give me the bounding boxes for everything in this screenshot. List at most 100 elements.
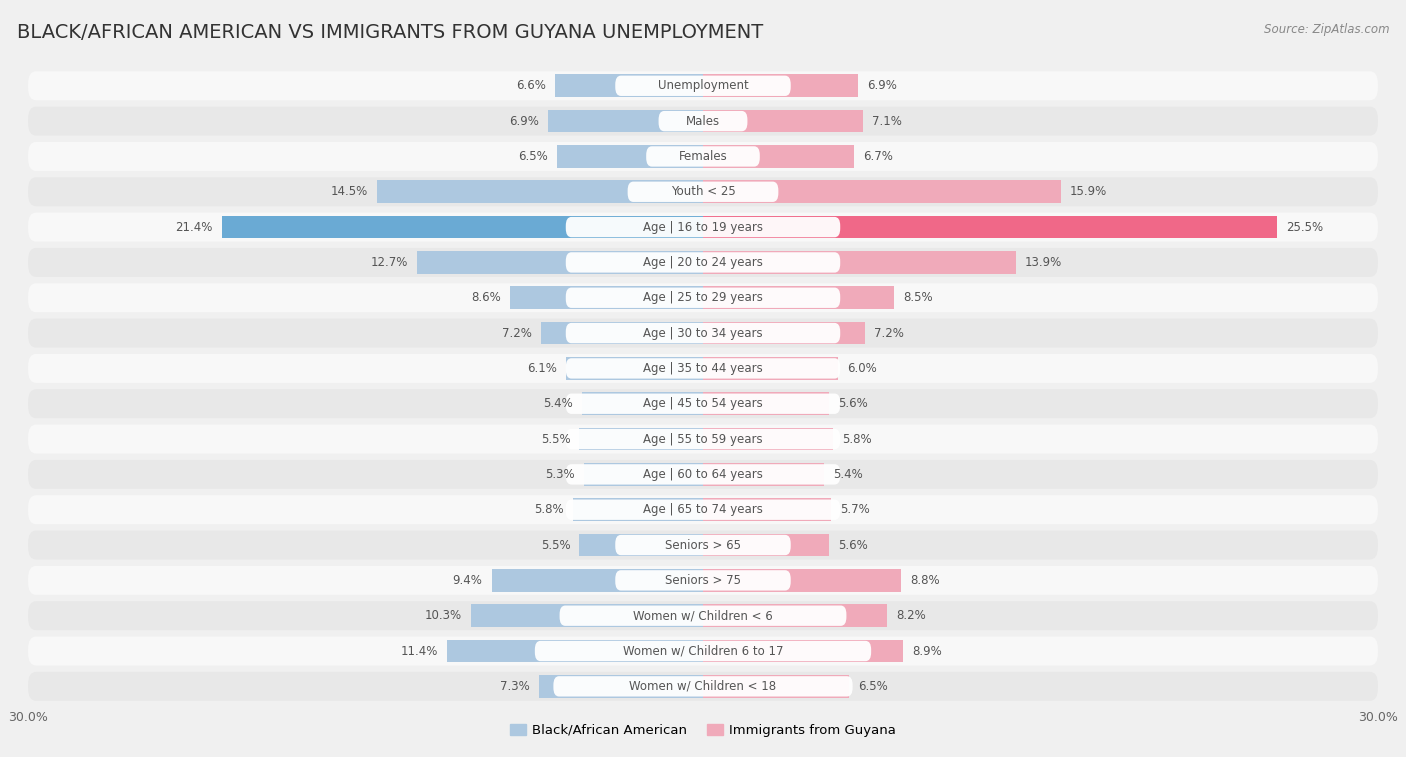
Bar: [703, 675, 849, 698]
Text: 11.4%: 11.4%: [401, 644, 437, 658]
Text: Age | 55 to 59 years: Age | 55 to 59 years: [643, 432, 763, 446]
Bar: [703, 640, 903, 662]
Text: Age | 20 to 24 years: Age | 20 to 24 years: [643, 256, 763, 269]
Text: 7.3%: 7.3%: [501, 680, 530, 693]
Text: Age | 65 to 74 years: Age | 65 to 74 years: [643, 503, 763, 516]
FancyBboxPatch shape: [28, 531, 1378, 559]
Text: 5.5%: 5.5%: [541, 538, 571, 552]
Text: Unemployment: Unemployment: [658, 79, 748, 92]
Bar: [548, 110, 703, 132]
FancyBboxPatch shape: [28, 107, 1378, 136]
FancyBboxPatch shape: [28, 71, 1378, 100]
Bar: [447, 640, 703, 662]
Text: Age | 30 to 34 years: Age | 30 to 34 years: [643, 326, 763, 340]
FancyBboxPatch shape: [565, 288, 841, 308]
FancyBboxPatch shape: [28, 142, 1378, 171]
Text: Age | 45 to 54 years: Age | 45 to 54 years: [643, 397, 763, 410]
Text: 9.4%: 9.4%: [453, 574, 482, 587]
FancyBboxPatch shape: [565, 252, 841, 273]
Text: 5.8%: 5.8%: [842, 432, 872, 446]
FancyBboxPatch shape: [565, 429, 841, 449]
Bar: [541, 322, 703, 344]
Text: 25.5%: 25.5%: [1285, 220, 1323, 234]
Text: Seniors > 65: Seniors > 65: [665, 538, 741, 552]
Text: 7.2%: 7.2%: [875, 326, 904, 340]
Bar: [377, 180, 703, 203]
FancyBboxPatch shape: [560, 606, 846, 626]
Text: 13.9%: 13.9%: [1025, 256, 1062, 269]
Text: BLACK/AFRICAN AMERICAN VS IMMIGRANTS FROM GUYANA UNEMPLOYMENT: BLACK/AFRICAN AMERICAN VS IMMIGRANTS FRO…: [17, 23, 763, 42]
FancyBboxPatch shape: [565, 394, 841, 414]
Text: 14.5%: 14.5%: [330, 185, 368, 198]
FancyBboxPatch shape: [554, 676, 852, 696]
Text: 5.4%: 5.4%: [543, 397, 572, 410]
Bar: [703, 180, 1060, 203]
Text: 6.9%: 6.9%: [868, 79, 897, 92]
FancyBboxPatch shape: [28, 319, 1378, 347]
Text: Males: Males: [686, 114, 720, 128]
FancyBboxPatch shape: [28, 601, 1378, 630]
Bar: [222, 216, 703, 238]
FancyBboxPatch shape: [28, 283, 1378, 312]
FancyBboxPatch shape: [28, 425, 1378, 453]
Text: Age | 16 to 19 years: Age | 16 to 19 years: [643, 220, 763, 234]
Bar: [703, 604, 887, 627]
FancyBboxPatch shape: [28, 495, 1378, 524]
Text: 5.8%: 5.8%: [534, 503, 564, 516]
Text: Youth < 25: Youth < 25: [671, 185, 735, 198]
Text: Women w/ Children < 18: Women w/ Children < 18: [630, 680, 776, 693]
Bar: [703, 357, 838, 380]
FancyBboxPatch shape: [565, 500, 841, 520]
Text: 6.9%: 6.9%: [509, 114, 538, 128]
FancyBboxPatch shape: [28, 354, 1378, 383]
FancyBboxPatch shape: [534, 641, 872, 661]
FancyBboxPatch shape: [627, 182, 779, 202]
Bar: [703, 463, 824, 486]
Text: Source: ZipAtlas.com: Source: ZipAtlas.com: [1264, 23, 1389, 36]
Bar: [703, 110, 863, 132]
Bar: [703, 322, 865, 344]
Text: 5.6%: 5.6%: [838, 397, 868, 410]
Bar: [703, 392, 830, 415]
Text: 5.3%: 5.3%: [546, 468, 575, 481]
Text: 8.2%: 8.2%: [897, 609, 927, 622]
Text: 6.0%: 6.0%: [846, 362, 877, 375]
Text: 7.2%: 7.2%: [502, 326, 531, 340]
Bar: [703, 534, 830, 556]
Text: 8.8%: 8.8%: [910, 574, 939, 587]
Text: 10.3%: 10.3%: [425, 609, 463, 622]
Text: 8.6%: 8.6%: [471, 291, 501, 304]
FancyBboxPatch shape: [616, 570, 790, 590]
FancyBboxPatch shape: [616, 535, 790, 555]
FancyBboxPatch shape: [616, 76, 790, 96]
Text: Women w/ Children < 6: Women w/ Children < 6: [633, 609, 773, 622]
Text: Age | 60 to 64 years: Age | 60 to 64 years: [643, 468, 763, 481]
Text: 6.5%: 6.5%: [517, 150, 548, 163]
Text: 5.4%: 5.4%: [834, 468, 863, 481]
Text: 7.1%: 7.1%: [872, 114, 901, 128]
Text: 6.7%: 6.7%: [863, 150, 893, 163]
Text: 5.6%: 5.6%: [838, 538, 868, 552]
FancyBboxPatch shape: [28, 177, 1378, 206]
Text: Age | 25 to 29 years: Age | 25 to 29 years: [643, 291, 763, 304]
Bar: [471, 604, 703, 627]
FancyBboxPatch shape: [28, 672, 1378, 701]
FancyBboxPatch shape: [28, 389, 1378, 418]
Text: Age | 35 to 44 years: Age | 35 to 44 years: [643, 362, 763, 375]
FancyBboxPatch shape: [28, 248, 1378, 277]
FancyBboxPatch shape: [565, 217, 841, 237]
Bar: [703, 251, 1015, 274]
Legend: Black/African American, Immigrants from Guyana: Black/African American, Immigrants from …: [505, 718, 901, 742]
Bar: [418, 251, 703, 274]
FancyBboxPatch shape: [565, 323, 841, 343]
Bar: [554, 74, 703, 97]
Bar: [579, 534, 703, 556]
Bar: [492, 569, 703, 592]
Bar: [538, 675, 703, 698]
FancyBboxPatch shape: [658, 111, 748, 131]
FancyBboxPatch shape: [647, 146, 759, 167]
Text: 5.7%: 5.7%: [841, 503, 870, 516]
Text: 5.5%: 5.5%: [541, 432, 571, 446]
FancyBboxPatch shape: [28, 213, 1378, 241]
Bar: [703, 216, 1277, 238]
